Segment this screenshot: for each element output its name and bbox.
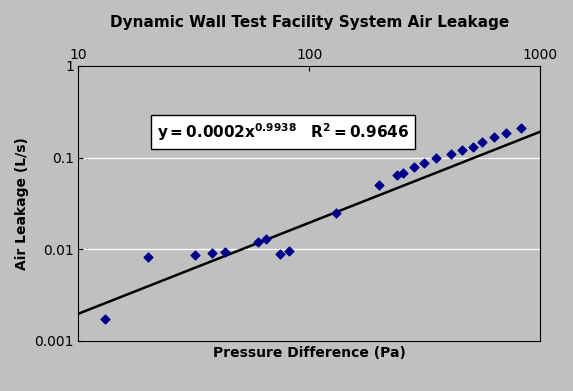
Point [100,316,109,322]
Point [190,252,199,258]
Point [478,139,487,145]
Point [276,251,285,257]
Point [374,182,383,188]
Point [261,236,270,242]
Point [410,164,419,170]
Point [207,250,217,256]
Point [458,147,467,153]
Point [143,253,152,260]
Point [393,172,402,178]
Point [399,170,408,176]
X-axis label: Pressure Difference (Pa): Pressure Difference (Pa) [213,346,406,361]
Point [501,130,511,136]
Y-axis label: Air Leakage (L/s): Air Leakage (L/s) [15,137,29,270]
Point [468,144,477,150]
Point [489,134,499,140]
Point [446,151,456,157]
Point [516,125,525,131]
Point [220,249,229,255]
Point [253,239,262,245]
Point [331,210,340,216]
Title: Dynamic Wall Test Facility System Air Leakage: Dynamic Wall Test Facility System Air Le… [109,15,509,30]
Point [432,154,441,161]
Point [420,160,429,166]
Point [285,248,294,254]
Text: $\mathbf{y = 0.0002x^{0.9938}}$   $\mathbf{R^2 = 0.9646}$: $\mathbf{y = 0.0002x^{0.9938}}$ $\mathbf… [157,121,409,143]
